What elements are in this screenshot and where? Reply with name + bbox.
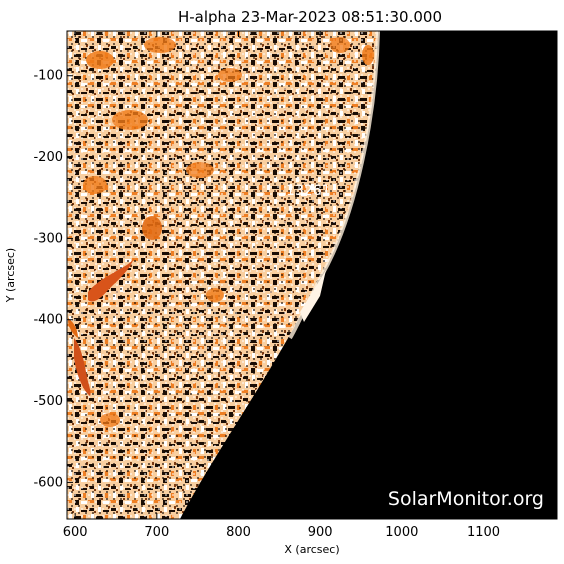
bright-limb-patch — [300, 270, 326, 322]
plage-region — [218, 68, 242, 82]
plage-region — [144, 37, 176, 53]
plage-region — [86, 51, 114, 69]
image-title: H-alpha 23-Mar-2023 08:51:30.000 — [178, 8, 442, 26]
watermark-text: SolarMonitor.org — [388, 488, 544, 510]
solar-disk-dots — [67, 31, 378, 519]
y-axis-label: Y (arcsec) — [4, 248, 17, 303]
plage-region — [362, 45, 374, 65]
y-axis-ticks: -100 -200 -300 -400 -500 -600 — [33, 69, 557, 490]
y-tick-label: -400 — [33, 313, 63, 328]
plage-region — [100, 413, 120, 427]
x-tick-label: 600 — [63, 525, 88, 540]
plage-region — [330, 37, 350, 53]
plage-region — [83, 176, 107, 194]
plage-region — [112, 110, 148, 130]
plage-region — [186, 162, 214, 178]
active-region-label: 13261 — [286, 183, 331, 199]
limb-brightening — [288, 31, 380, 340]
y-tick-label: -100 — [33, 69, 63, 84]
plage-region — [206, 288, 224, 302]
plage-region — [142, 216, 162, 240]
x-axis-label: X (arcsec) — [284, 543, 339, 556]
filament — [68, 318, 78, 338]
filament — [74, 338, 91, 396]
y-tick-label: -500 — [33, 394, 63, 409]
y-tick-label: -200 — [33, 150, 63, 165]
x-tick-label: 1000 — [385, 525, 418, 540]
x-axis-ticks: 600 700 800 900 1000 1100 — [63, 31, 500, 540]
plot-frame — [66, 30, 558, 520]
x-tick-label: 700 — [144, 525, 169, 540]
x-tick-label: 1100 — [467, 525, 500, 540]
plot-area: 13261 SolarMonitor.org — [67, 31, 557, 519]
x-tick-label: 800 — [226, 525, 251, 540]
y-tick-label: -300 — [33, 231, 63, 246]
y-tick-label: -600 — [33, 475, 63, 490]
filament — [88, 258, 134, 302]
x-tick-label: 900 — [308, 525, 333, 540]
